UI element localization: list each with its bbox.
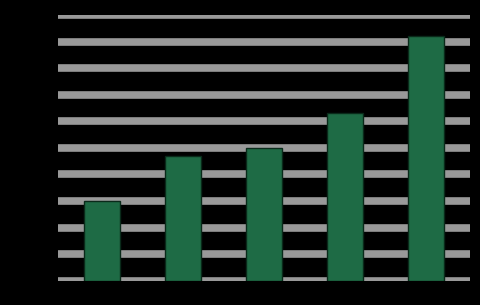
Bar [327,113,363,281]
Bar [84,201,120,281]
Bar [165,156,201,281]
Bar [246,148,282,281]
Bar [408,37,444,281]
